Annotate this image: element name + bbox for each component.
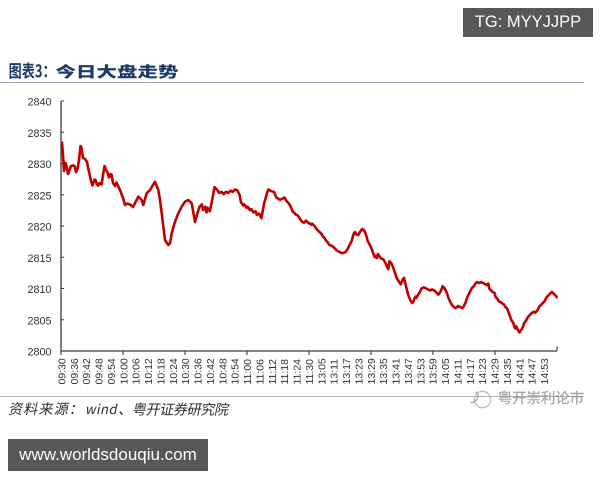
svg-text:14:35: 14:35 bbox=[502, 358, 514, 384]
svg-text:11:24: 11:24 bbox=[292, 359, 304, 385]
svg-text:2815: 2815 bbox=[27, 253, 51, 265]
svg-text:11:18: 11:18 bbox=[279, 359, 291, 385]
svg-text:09:42: 09:42 bbox=[81, 358, 93, 384]
svg-text:10:30: 10:30 bbox=[180, 358, 192, 384]
svg-text:13:35: 13:35 bbox=[378, 358, 390, 384]
svg-text:2835: 2835 bbox=[27, 128, 51, 140]
svg-text:13:41: 13:41 bbox=[391, 358, 403, 384]
svg-text:2820: 2820 bbox=[27, 222, 51, 234]
svg-text:13:59: 13:59 bbox=[428, 358, 440, 384]
svg-text:13:11: 13:11 bbox=[329, 359, 341, 385]
svg-text:09:30: 09:30 bbox=[56, 358, 68, 384]
svg-text:2840: 2840 bbox=[27, 97, 51, 109]
svg-text:10:54: 10:54 bbox=[230, 358, 242, 384]
svg-text:10:00: 10:00 bbox=[118, 358, 130, 384]
svg-text:11:12: 11:12 bbox=[267, 359, 279, 385]
svg-text:11:06: 11:06 bbox=[254, 359, 266, 385]
svg-text:10:42: 10:42 bbox=[205, 358, 217, 384]
svg-text:11:00: 11:00 bbox=[242, 359, 254, 385]
svg-text:2810: 2810 bbox=[27, 284, 51, 296]
svg-text:09:48: 09:48 bbox=[94, 358, 106, 384]
svg-text:14:47: 14:47 bbox=[527, 358, 539, 384]
svg-text:13:23: 13:23 bbox=[353, 358, 365, 384]
svg-text:10:18: 10:18 bbox=[155, 358, 167, 384]
svg-text:14:05: 14:05 bbox=[440, 358, 452, 384]
svg-text:13:29: 13:29 bbox=[366, 358, 378, 384]
svg-text:10:24: 10:24 bbox=[168, 358, 180, 384]
svg-text:14:29: 14:29 bbox=[490, 358, 502, 384]
svg-text:14:53: 14:53 bbox=[539, 358, 551, 384]
svg-text:13:47: 13:47 bbox=[403, 358, 415, 384]
svg-text:10:36: 10:36 bbox=[193, 358, 205, 384]
svg-text:14:11: 14:11 bbox=[452, 359, 464, 385]
svg-text:14:23: 14:23 bbox=[477, 358, 489, 384]
svg-text:10:12: 10:12 bbox=[143, 358, 155, 384]
svg-text:13:53: 13:53 bbox=[415, 358, 427, 384]
svg-text:13:17: 13:17 bbox=[341, 358, 353, 384]
svg-text:13:05: 13:05 bbox=[316, 358, 328, 384]
svg-text:09:36: 09:36 bbox=[69, 358, 81, 384]
svg-text:14:41: 14:41 bbox=[514, 358, 526, 384]
svg-text:2805: 2805 bbox=[27, 315, 51, 327]
svg-text:11:30: 11:30 bbox=[304, 359, 316, 385]
svg-text:14:17: 14:17 bbox=[465, 358, 477, 384]
svg-text:10:06: 10:06 bbox=[131, 358, 143, 384]
svg-text:09:54: 09:54 bbox=[106, 358, 118, 384]
svg-text:2830: 2830 bbox=[27, 159, 51, 171]
svg-text:10:48: 10:48 bbox=[217, 358, 229, 384]
svg-text:2800: 2800 bbox=[27, 347, 51, 359]
svg-text:2825: 2825 bbox=[27, 190, 51, 202]
